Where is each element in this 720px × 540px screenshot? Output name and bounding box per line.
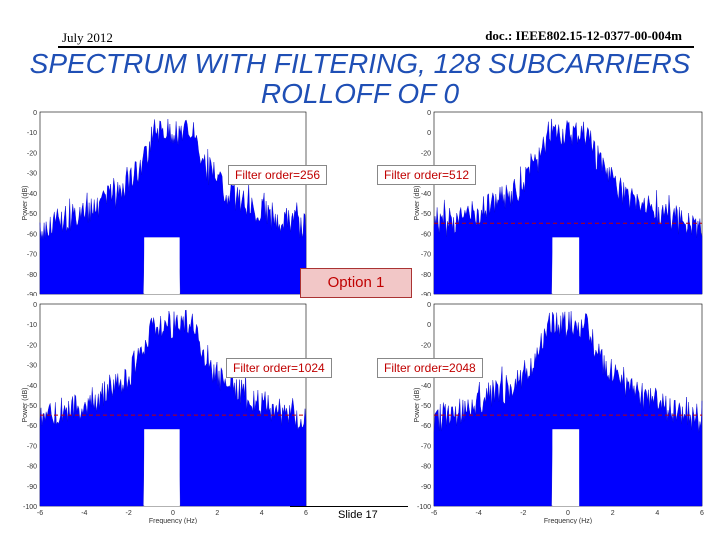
spectrum-notch bbox=[144, 429, 180, 506]
header-doc-id: doc.: IEEE802.15-12-0377-00-004m bbox=[485, 28, 682, 43]
y-tick-label: 0 bbox=[33, 302, 37, 309]
x-tick-label: -6 bbox=[431, 510, 437, 517]
x-tick-label: 2 bbox=[215, 510, 219, 517]
slide-title-line-2: ROLLOFF OF 0 bbox=[260, 78, 460, 109]
spectrum-area bbox=[39, 118, 307, 295]
x-tick-label: -2 bbox=[126, 510, 132, 517]
y-tick-label: -80 bbox=[27, 272, 37, 279]
y-tick-label: -80 bbox=[421, 272, 431, 279]
spectrum-chart-order-1024: 0 -10 -20 -30 -40 -50 -60 -70 -80 -90 -100 Power (d… bbox=[18, 298, 310, 524]
y-tick-label: 0 bbox=[427, 302, 431, 309]
spectrum-notch bbox=[144, 237, 180, 294]
footer-divider bbox=[290, 506, 408, 507]
y-axis-label: Power (dB) bbox=[22, 387, 29, 422]
spectrum-area bbox=[433, 118, 703, 295]
y-tick-label: 0 bbox=[427, 322, 431, 329]
y-tick-label: 0 bbox=[427, 110, 431, 117]
y-axis-label: Power (dB) bbox=[414, 185, 421, 220]
y-tick-label: -20 bbox=[421, 150, 431, 157]
y-tick-label: -50 bbox=[27, 211, 37, 218]
x-tick-label: -6 bbox=[37, 510, 43, 517]
y-tick-label: -20 bbox=[27, 342, 37, 349]
filter-label-2048: Filter order=2048 bbox=[377, 358, 483, 378]
slide-number: Slide 17 bbox=[338, 509, 378, 521]
y-tick-label: -40 bbox=[27, 191, 37, 198]
spectrum-area bbox=[433, 311, 703, 507]
x-tick-label: 2 bbox=[611, 510, 615, 517]
x-axis-label: Frequency (Hz) bbox=[149, 518, 197, 524]
y-tick-label: -90 bbox=[421, 292, 431, 296]
y-tick-label: -30 bbox=[27, 363, 37, 370]
x-tick-label: 6 bbox=[304, 510, 308, 517]
y-tick-label: -80 bbox=[421, 464, 431, 471]
header-divider bbox=[58, 46, 694, 48]
y-tick-label: -100 bbox=[417, 504, 431, 511]
spectrum-svg: 0 -10 -20 -30 -40 -50 -60 -70 -80 -90 Power (dB) bbox=[22, 110, 307, 296]
y-tick-label: -80 bbox=[27, 464, 37, 471]
spectrum-area bbox=[39, 309, 307, 507]
y-tick-label: -70 bbox=[27, 443, 37, 450]
y-tick-label: -10 bbox=[27, 322, 37, 329]
x-tick-label: 4 bbox=[655, 510, 659, 517]
y-tick-label: 0 bbox=[33, 110, 37, 117]
x-tick-label: 6 bbox=[700, 510, 704, 517]
slide-title-line-1: SPECTRUM WITH FILTERING, 128 SUBCARRIERS bbox=[29, 48, 691, 79]
y-tick-label: -70 bbox=[421, 443, 431, 450]
filter-label-512: Filter order=512 bbox=[377, 165, 477, 185]
spectrum-chart-order-256: 0 -10 -20 -30 -40 -50 -60 -70 -80 -90 Power (dB) bbox=[18, 106, 310, 296]
y-axis-label: Power (dB) bbox=[414, 387, 421, 422]
y-tick-label: -60 bbox=[27, 231, 37, 238]
option-label-box: Option 1 bbox=[300, 268, 412, 298]
y-tick-label: -50 bbox=[27, 403, 37, 410]
y-tick-label: -90 bbox=[27, 484, 37, 491]
y-tick-label: -10 bbox=[27, 130, 37, 137]
filter-label-1024: Filter order=1024 bbox=[226, 358, 332, 378]
y-tick-label: -70 bbox=[421, 252, 431, 259]
y-tick-label: 0 bbox=[427, 130, 431, 137]
x-tick-label: -2 bbox=[520, 510, 526, 517]
x-tick-label: 4 bbox=[260, 510, 264, 517]
filter-label-256: Filter order=256 bbox=[228, 165, 328, 185]
y-tick-label: -60 bbox=[421, 231, 431, 238]
y-tick-label: -100 bbox=[23, 504, 37, 511]
x-tick-label: 0 bbox=[566, 510, 570, 517]
header-date: July 2012 bbox=[62, 30, 113, 45]
y-tick-label: -50 bbox=[421, 403, 431, 410]
y-axis-label: Power (dB) bbox=[22, 185, 29, 220]
x-tick-label: -4 bbox=[476, 510, 482, 517]
y-tick-label: -30 bbox=[27, 171, 37, 178]
y-tick-label: -40 bbox=[421, 383, 431, 390]
y-tick-label: -40 bbox=[27, 383, 37, 390]
x-tick-label: -4 bbox=[81, 510, 87, 517]
y-tick-label: -20 bbox=[27, 150, 37, 157]
y-tick-label: -60 bbox=[421, 423, 431, 430]
spectrum-notch bbox=[552, 237, 580, 294]
y-tick-label: -90 bbox=[421, 484, 431, 491]
x-tick-label: 0 bbox=[171, 510, 175, 517]
y-tick-label: -60 bbox=[27, 423, 37, 430]
y-tick-label: -90 bbox=[27, 292, 37, 296]
y-tick-label: -50 bbox=[421, 211, 431, 218]
spectrum-notch bbox=[552, 429, 580, 506]
y-tick-label: -40 bbox=[421, 191, 431, 198]
y-tick-label: -70 bbox=[27, 252, 37, 259]
y-tick-label: -20 bbox=[421, 342, 431, 349]
x-axis-label: Frequency (Hz) bbox=[544, 518, 592, 524]
